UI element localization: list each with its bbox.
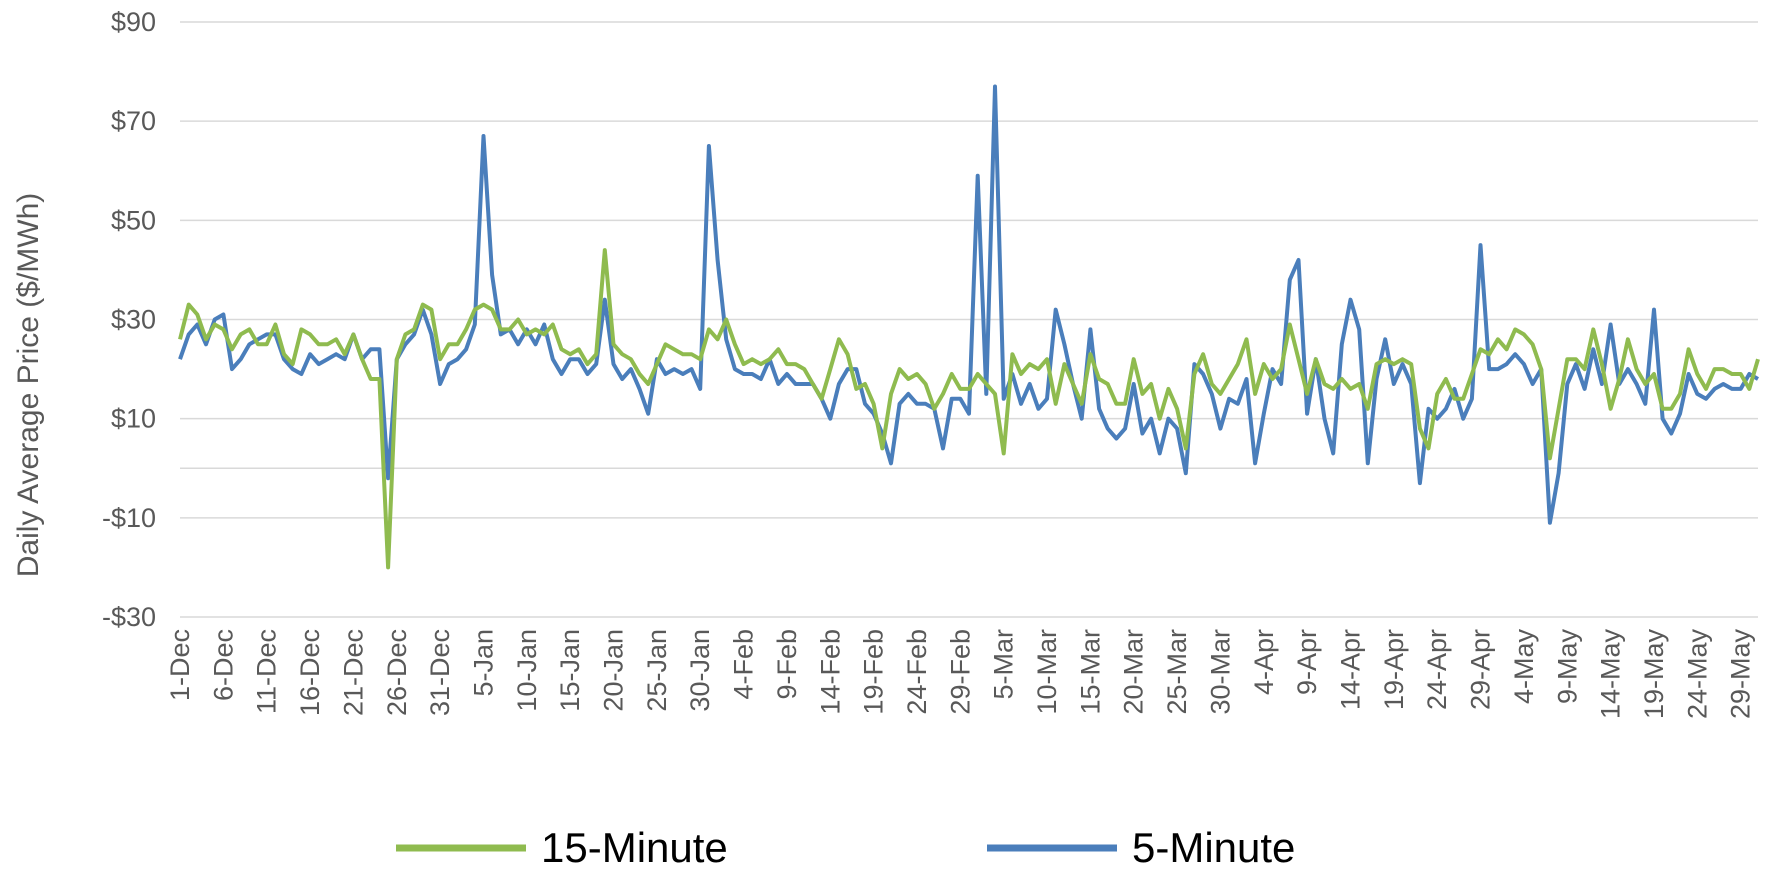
y-tick-label: $70 [111, 106, 156, 136]
x-tick-label: 19-Feb [859, 629, 889, 715]
x-tick-label: 26-Dec [382, 629, 412, 716]
x-tick-label: 24-May [1682, 629, 1712, 720]
x-tick-label: 21-Dec [338, 629, 368, 716]
x-tick-label: 25-Mar [1162, 629, 1192, 715]
x-tick-label: 5-Mar [989, 629, 1019, 700]
y-tick-label: $10 [111, 404, 156, 434]
x-tick-label: 29-May [1726, 629, 1756, 720]
x-tick-label: 10-Jan [512, 629, 542, 712]
x-tick-label: 24-Apr [1422, 629, 1452, 710]
y-tick-label: -$10 [102, 503, 156, 533]
x-tick-label: 16-Dec [295, 629, 325, 716]
y-tick-label: -$30 [102, 602, 156, 632]
series-line [178, 248, 1760, 570]
y-tick-label: $30 [111, 305, 156, 335]
x-tick-label: 29-Feb [945, 629, 975, 715]
x-tick-label: 9-May [1552, 629, 1582, 705]
x-tick-label: 4-Feb [729, 629, 759, 700]
legend-label: 5-Minute [1132, 824, 1295, 870]
x-tick-label: 10-Mar [1032, 629, 1062, 715]
y-axis-title: Daily Average Price ($/MWh) [12, 193, 45, 578]
x-tick-label: 1-Dec [165, 629, 195, 701]
x-tick-label: 29-Apr [1466, 629, 1496, 710]
x-tick-label: 14-Feb [815, 629, 845, 715]
x-tick-label: 19-May [1639, 629, 1669, 720]
x-tick-label: 25-Jan [642, 629, 672, 712]
x-tick-label: 4-May [1509, 629, 1539, 705]
x-tick-label: 15-Mar [1075, 629, 1105, 715]
x-tick-label: 11-Dec [252, 629, 282, 714]
x-tick-label: 19-Apr [1379, 629, 1409, 710]
series-line [178, 84, 1759, 525]
legend-label: 15-Minute [541, 824, 728, 870]
x-tick-label: 30-Jan [685, 629, 715, 712]
y-tick-label: $50 [111, 205, 156, 235]
x-tick-label: 20-Jan [599, 629, 629, 712]
x-tick-label: 9-Feb [772, 629, 802, 700]
x-tick-label: 9-Apr [1292, 629, 1322, 695]
y-tick-label: $90 [111, 7, 156, 37]
x-tick-label: 14-Apr [1335, 629, 1365, 710]
x-tick-label: 6-Dec [208, 629, 238, 701]
x-tick-label: 31-Dec [425, 629, 455, 716]
x-tick-label: 15-Jan [555, 629, 585, 712]
x-tick-label: 5-Jan [468, 629, 498, 697]
x-tick-label: 24-Feb [902, 629, 932, 715]
x-tick-label: 14-May [1596, 629, 1626, 720]
x-tick-label: 30-Mar [1205, 629, 1235, 715]
x-tick-label: 20-Mar [1119, 629, 1149, 715]
x-tick-label: 4-Apr [1249, 629, 1279, 695]
